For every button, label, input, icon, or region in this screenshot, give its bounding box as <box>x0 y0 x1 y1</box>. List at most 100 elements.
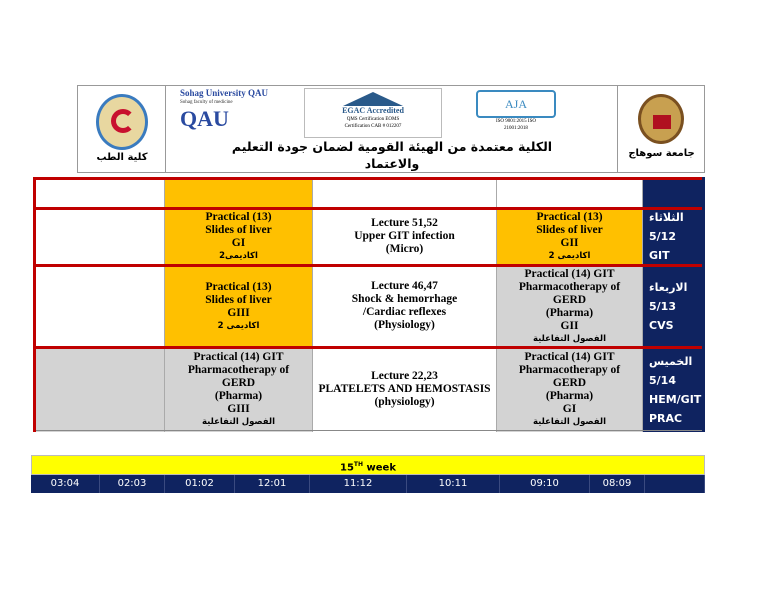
qau-logo: Sohag University QAU Sohag faculty of me… <box>180 88 290 138</box>
week-label: week <box>363 462 396 474</box>
cell-line: Practical (14) GIT <box>193 351 284 363</box>
cell-line: (Pharma) <box>545 390 594 402</box>
day-line: HEM/GIT <box>649 392 702 406</box>
schedule-cell <box>313 177 497 208</box>
cell-line: Lecture 51,52 <box>371 217 438 229</box>
cell-line: Practical (14) GIT <box>524 267 615 280</box>
table-border <box>702 177 705 432</box>
schedule-cell <box>33 208 165 265</box>
schedule-cell <box>33 177 165 208</box>
faculty-label: كلية الطب <box>96 152 148 163</box>
time-slot: 08:09 <box>590 475 645 493</box>
time-slots-bar: 03:04 02:03 01:02 12:01 11:12 10:11 09:10 08:09 <box>31 475 705 493</box>
day-line: CVS <box>649 318 674 332</box>
cell-line: Lecture 46,47 <box>371 280 438 292</box>
cell-line: (Micro) <box>385 243 424 255</box>
time-slot: 10:11 <box>407 475 500 493</box>
cell-line: GII <box>560 319 579 332</box>
cell-line: Upper GIT infection <box>354 230 455 242</box>
location-label: اكاديمى2 <box>219 251 258 261</box>
cell-line: (Pharma) <box>545 306 594 319</box>
location-label: اكاديمى 2 <box>548 251 591 261</box>
schedule-cell: Practical (14) GIT Pharmacotherapy of GERD… <box>497 265 643 347</box>
row-divider <box>33 430 705 431</box>
day-cell: الخميس 5/14 HEM/GIT PRAC <box>643 347 705 432</box>
schedule-cell: Lecture 51,52 Upper GIT infection (Micro) <box>313 208 497 265</box>
row-divider <box>33 346 705 349</box>
location-label: الفصول التفاعلية <box>201 417 276 427</box>
day-line: GIT <box>649 249 670 262</box>
day-cell: الثلاثاء 5/12 GIT <box>643 208 705 265</box>
row-divider <box>33 207 705 210</box>
aja-logo: AJA ISO 9001:2015 ISO 21001:2018 <box>456 88 576 138</box>
university-label: جامعة سوهاج <box>628 148 695 159</box>
location-label: الفصول التفاعلية <box>532 333 607 344</box>
cell-line: Slides of liver <box>205 224 272 236</box>
time-slot: 03:04 <box>31 475 100 493</box>
schedule-cell: Practical (13) Slides of liver GII اكاديمى … <box>497 208 643 265</box>
schedule-cell <box>497 177 643 208</box>
schedule-cell: Lecture 22,23 PLATELETS AND HEMOSTASIS (ph… <box>313 347 497 432</box>
qau-sub: Sohag faculty of medicine <box>180 100 233 105</box>
time-slot: 02:03 <box>100 475 165 493</box>
table-border <box>33 177 36 432</box>
accreditation-line-2: والاعتماد <box>364 156 420 171</box>
time-slot: 09:10 <box>500 475 590 493</box>
schedule-cell: Practical (13) Slides of liver GIII اكاديمى… <box>165 265 313 347</box>
cell-line: Pharmacotherapy of <box>518 280 621 293</box>
cell-line: Pharmacotherapy of <box>518 364 621 376</box>
cell-line: GERD <box>552 293 587 306</box>
row-divider <box>33 264 705 267</box>
university-logo <box>638 94 684 144</box>
day-line: الاربعاء <box>649 280 688 294</box>
schedule-cell: Practical (13) Slides of liver GI اكاديمى2 <box>165 208 313 265</box>
time-slot <box>645 475 705 493</box>
cell-line: PLATELETS AND HEMOSTASIS <box>318 383 491 395</box>
day-cell: الاربعاء 5/13 CVS <box>643 265 705 347</box>
qau-mark: QAU <box>180 106 229 131</box>
day-line: 5/13 <box>649 299 676 313</box>
time-slot: 01:02 <box>165 475 235 493</box>
university-cell: جامعة سوهاج <box>618 86 705 172</box>
cell-line: (Physiology) <box>374 319 435 331</box>
cell-line: Practical (13) <box>205 280 272 293</box>
location-label: الفصول التفاعلية <box>532 417 607 427</box>
week-banner: 15TH week <box>31 455 705 475</box>
aja-text: AJA <box>476 90 556 118</box>
cell-line: GIII <box>227 306 250 319</box>
cell-line: (physiology) <box>374 396 435 408</box>
day-line: الثلاثاء <box>649 211 684 224</box>
location-label: اكاديمى 2 <box>217 320 260 331</box>
cell-line: /Cardiac reflexes <box>362 306 447 318</box>
cell-line: (Pharma) <box>214 390 263 402</box>
cell-line: Pharmacotherapy of <box>187 364 290 376</box>
schedule-table: Practical (13) Slides of liver GI اكاديمى2 L… <box>33 177 705 432</box>
faculty-cell: كلية الطب <box>78 86 166 172</box>
egac-logo: EGAC Accredited QMS Certification EOMS C… <box>304 88 442 138</box>
time-slot: 12:01 <box>235 475 310 493</box>
cell-line: Slides of liver <box>205 293 272 306</box>
day-line: الخميس <box>649 354 693 368</box>
aja-sub: ISO 9001:2015 ISO 21001:2018 <box>495 119 536 131</box>
row-divider <box>33 177 705 180</box>
cell-line: GI <box>231 237 246 249</box>
day-line: 5/14 <box>649 373 676 387</box>
egac-text: EGAC Accredited <box>342 106 404 115</box>
faculty-logo <box>96 94 148 150</box>
cell-line: Slides of liver <box>536 224 603 236</box>
schedule-cell <box>33 265 165 347</box>
qau-logo-text: Sohag University QAU <box>180 88 269 98</box>
accreditation-line-1: الكلية معتمدة من الهيئة القومية لضمان جو… <box>231 139 553 154</box>
accreditation-cell: Sohag University QAU Sohag faculty of me… <box>166 86 618 172</box>
schedule-cell: Lecture 46,47 Shock & hemorrhage/Cardiac … <box>313 265 497 347</box>
schedule-cell <box>165 177 313 208</box>
cell-line: GII <box>560 237 579 249</box>
egac-sub: QMS Certification EOMS Certification CAB… <box>344 117 402 129</box>
page-header: كلية الطب Sohag University QAU Sohag fac… <box>77 85 705 173</box>
day-line: PRAC <box>649 411 683 425</box>
schedule-cell <box>33 347 165 432</box>
schedule-cell: Practical (14) GIT Pharmacotherapy of GERD… <box>165 347 313 432</box>
cell-line: Lecture 22,23 <box>371 370 438 382</box>
day-line: 5/12 <box>649 230 676 243</box>
time-slot: 11:12 <box>310 475 407 493</box>
